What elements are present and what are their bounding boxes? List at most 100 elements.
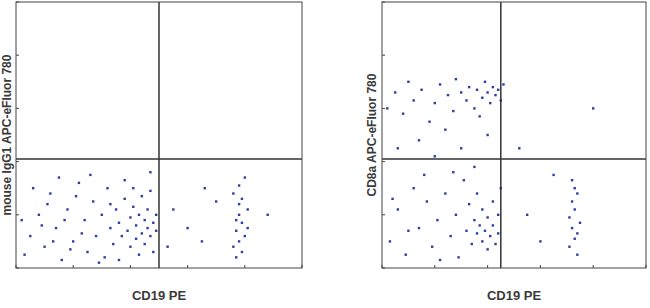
- event-dot: [149, 235, 151, 237]
- y-tick: [16, 2, 19, 3]
- event-dot: [494, 94, 496, 96]
- event-dot: [155, 214, 157, 216]
- event-dot: [238, 240, 240, 242]
- event-dot: [86, 251, 88, 253]
- event-dot: [95, 235, 97, 237]
- event-dot: [576, 232, 578, 234]
- event-dot: [423, 174, 425, 176]
- event-dot: [201, 240, 203, 242]
- event-dot: [568, 246, 570, 248]
- event-dot: [489, 102, 491, 104]
- event-dot: [386, 107, 388, 109]
- event-dot: [138, 254, 140, 256]
- event-dot: [215, 200, 217, 202]
- event-dot: [118, 222, 120, 224]
- event-dot: [478, 224, 480, 226]
- event-dot: [129, 246, 131, 248]
- event-dot: [72, 240, 74, 242]
- event-dot: [106, 187, 108, 189]
- event-dot: [83, 219, 85, 221]
- event-dot: [431, 246, 433, 248]
- x-tick: [130, 265, 131, 268]
- event-dot: [232, 192, 234, 194]
- event-dot: [81, 232, 83, 234]
- event-dot: [418, 227, 420, 229]
- event-dot: [89, 174, 91, 176]
- event-dot: [402, 113, 404, 115]
- event-dot: [579, 222, 581, 224]
- event-dot: [238, 214, 240, 216]
- event-dot: [426, 200, 428, 202]
- event-dot: [121, 235, 123, 237]
- gate-vertical: [500, 2, 502, 268]
- event-dot: [473, 107, 475, 109]
- event-dot: [266, 214, 268, 216]
- event-dot: [489, 235, 491, 237]
- event-dot: [61, 259, 63, 261]
- event-dot: [144, 219, 146, 221]
- event-dot: [241, 222, 243, 224]
- event-dot: [481, 208, 483, 210]
- event-dot: [497, 89, 499, 91]
- event-dot: [436, 219, 438, 221]
- x-tick: [646, 265, 647, 268]
- event-dot: [152, 251, 154, 253]
- event-dot: [571, 227, 573, 229]
- event-dot: [434, 102, 436, 104]
- event-dot: [412, 187, 414, 189]
- y-tick: [382, 108, 385, 109]
- event-dot: [55, 227, 57, 229]
- event-dot: [78, 182, 80, 184]
- event-dot: [486, 248, 488, 250]
- event-dot: [397, 208, 399, 210]
- event-dot: [152, 222, 154, 224]
- event-dot: [452, 110, 454, 112]
- points: [386, 78, 594, 261]
- event-dot: [481, 97, 483, 99]
- y-tick: [382, 55, 385, 56]
- event-dot: [63, 219, 65, 221]
- event-dot: [123, 198, 125, 200]
- panel: CD19 PECD8a APC-eFluor 780: [365, 2, 646, 303]
- event-dot: [463, 179, 465, 181]
- event-dot: [465, 99, 467, 101]
- event-dot: [241, 198, 243, 200]
- event-dot: [149, 171, 151, 173]
- event-dot: [235, 230, 237, 232]
- event-dot: [447, 94, 449, 96]
- event-dot: [238, 203, 240, 205]
- event-dot: [32, 187, 34, 189]
- event-dot: [138, 214, 140, 216]
- event-dot: [46, 203, 48, 205]
- event-dot: [75, 195, 77, 197]
- event-dot: [69, 248, 71, 250]
- panel: CD19 PEmouse IgG1 APC-eFluor 780: [0, 2, 302, 303]
- event-dot: [434, 155, 436, 157]
- event-dot: [146, 208, 148, 210]
- event-dot: [460, 147, 462, 149]
- event-dot: [172, 208, 174, 210]
- event-dot: [592, 107, 594, 109]
- event-dot: [141, 232, 143, 234]
- event-dot: [571, 200, 573, 202]
- event-dot: [118, 259, 120, 261]
- gate-horizontal: [16, 158, 302, 160]
- event-dot: [92, 200, 94, 202]
- event-dot: [132, 206, 134, 208]
- x-tick: [540, 265, 541, 268]
- event-dot: [109, 227, 111, 229]
- y-tick: [16, 268, 19, 269]
- event-dot: [449, 235, 451, 237]
- plot-background: [382, 2, 646, 268]
- event-dot: [407, 81, 409, 83]
- event-dot: [98, 261, 100, 263]
- event-dot: [246, 227, 248, 229]
- event-dot: [502, 83, 504, 85]
- event-dot: [132, 187, 134, 189]
- event-dot: [494, 243, 496, 245]
- event-dot: [244, 176, 246, 178]
- event-dot: [166, 246, 168, 248]
- event-dot: [526, 214, 528, 216]
- event-dot: [29, 235, 31, 237]
- event-dot: [492, 224, 494, 226]
